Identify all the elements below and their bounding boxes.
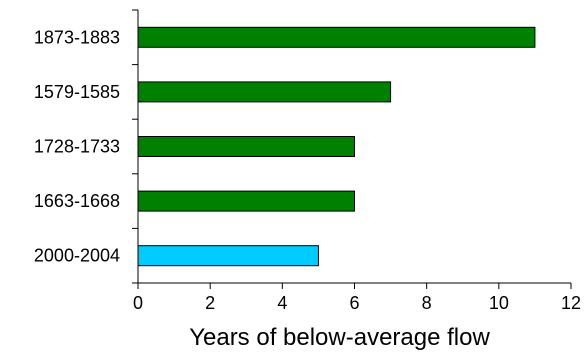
bar-1728-1733 [137, 136, 355, 157]
x-axis-title: Years of below-average flow [189, 324, 490, 351]
bars [137, 26, 536, 267]
bar-1663-1668 [137, 190, 355, 212]
ticks: 1873-1883 1579-1585 1728-1733 1663-1668 2000… [34, 9, 581, 313]
y-tick-label: 2000-2004 [34, 246, 120, 266]
x-tick-label: 2 [205, 293, 215, 313]
y-tick-label: 1663-1668 [34, 191, 120, 211]
y-tick-label: 1728-1733 [34, 137, 120, 157]
x-tick-label: 12 [561, 293, 581, 313]
x-tick-label: 6 [349, 293, 359, 313]
y-tick-label: 1579-1585 [34, 82, 120, 102]
bar-2000-2004 [137, 245, 319, 267]
x-tick-label: 4 [277, 293, 287, 313]
y-tick-label: 1873-1883 [34, 27, 120, 47]
x-tick-label: 10 [489, 293, 509, 313]
bar-1579-1585 [137, 81, 392, 103]
x-tick-label: 0 [133, 293, 143, 313]
bar-1873-1883 [137, 26, 536, 48]
x-tick-label: 8 [422, 293, 432, 313]
